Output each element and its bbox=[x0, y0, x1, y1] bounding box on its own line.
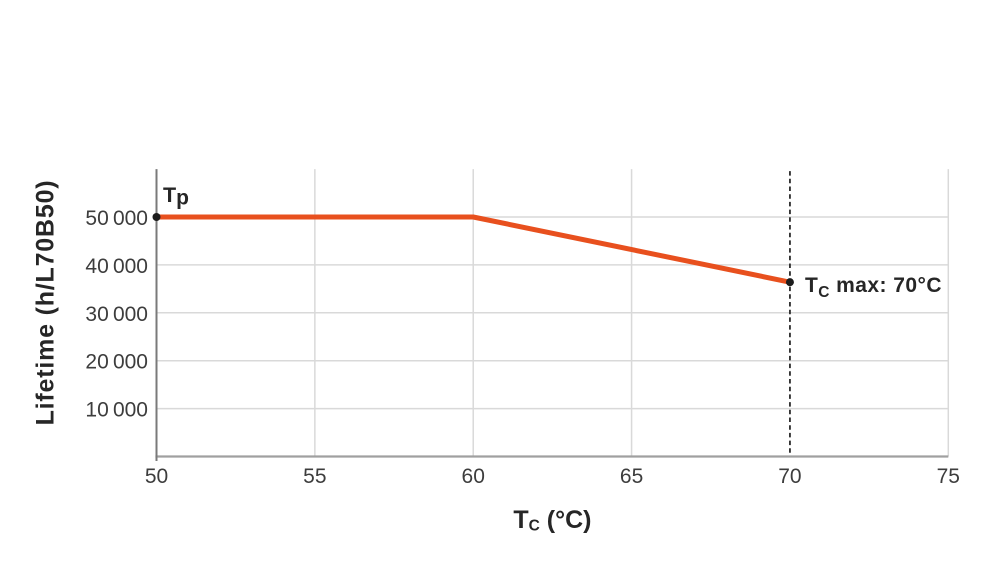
series-line-lifetime-derating bbox=[156, 214, 791, 285]
y-tick-labels: 10 000 20 000 30 000 40 000 50 000 bbox=[85, 207, 148, 422]
x-tick-label: 50 bbox=[145, 465, 168, 488]
x-tick-label: 55 bbox=[303, 465, 326, 488]
data-point-marker bbox=[152, 213, 161, 221]
annotation-tc-max-segment: C bbox=[818, 284, 830, 301]
data-point-markers bbox=[152, 213, 794, 287]
annotation-tc-max-segment: T bbox=[805, 274, 818, 297]
series bbox=[156, 214, 791, 285]
x-axis-title-segment: (°C) bbox=[540, 506, 592, 534]
x-axis-title: TC (°C) bbox=[513, 506, 591, 535]
x-axis-title-segment: T bbox=[513, 506, 528, 534]
axes bbox=[155, 169, 949, 461]
y-tick-label: 10 000 bbox=[85, 399, 148, 422]
x-tick-label: 60 bbox=[462, 465, 485, 488]
x-tick-label: 70 bbox=[778, 465, 801, 488]
x-tick-labels: 50 55 60 65 70 75 bbox=[145, 465, 960, 488]
y-axis-title: Lifetime (h/L70B50) bbox=[32, 180, 60, 426]
annotation-tp-segment: T bbox=[163, 183, 176, 207]
x-tick-label: 65 bbox=[620, 465, 643, 488]
axis-titles: TC (°C)Lifetime (h/L70B50) bbox=[32, 180, 592, 535]
x-axis-title-segment: C bbox=[529, 518, 540, 535]
x-tick-label: 75 bbox=[937, 465, 960, 488]
y-axis-title-segment: Lifetime (h/L70B50) bbox=[32, 180, 60, 426]
annotation-tc-max-segment: max: 70°C bbox=[830, 274, 942, 297]
annotation-tp: Tp bbox=[163, 183, 189, 210]
y-tick-label: 30 000 bbox=[85, 303, 148, 326]
horizontal-gridlines bbox=[156, 216, 949, 410]
annotation-tc-max: TC max: 70°C bbox=[805, 274, 942, 301]
y-tick-label: 50 000 bbox=[85, 207, 148, 230]
annotation-tp-segment: p bbox=[176, 187, 189, 210]
y-tick-label: 20 000 bbox=[85, 351, 148, 374]
data-point-marker bbox=[785, 278, 794, 287]
y-tick-label: 40 000 bbox=[85, 255, 148, 278]
